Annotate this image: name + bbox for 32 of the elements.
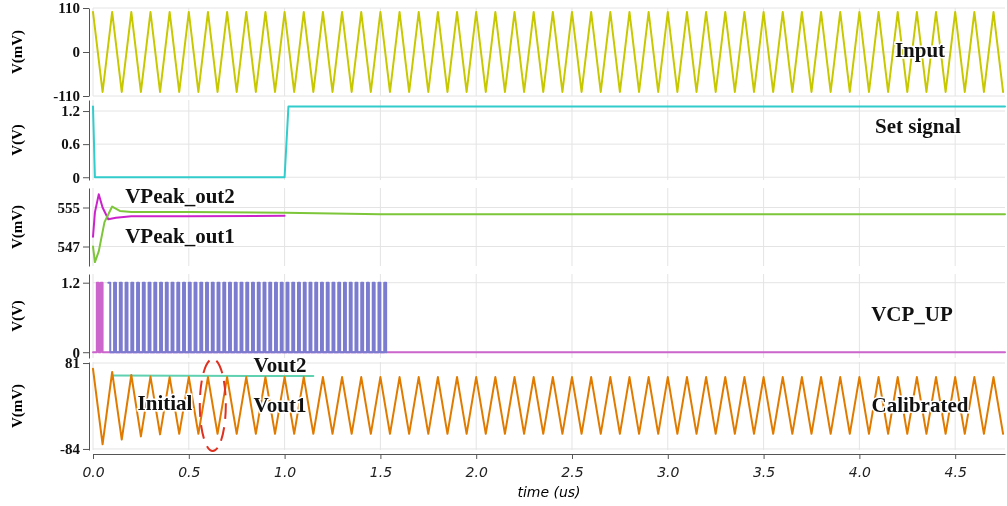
annotation: Set signal (875, 113, 962, 138)
y-axis-title: V(mV) (9, 383, 26, 429)
y-axis-title: V(V) (9, 300, 26, 332)
y-axis-title: V(mV) (9, 29, 26, 75)
y-tick-label: 0.6 (61, 136, 81, 153)
y-axis-title: V(mV) (9, 204, 26, 250)
y-tick-label: 1.2 (61, 274, 80, 291)
y-tick-label: 110 (58, 0, 80, 17)
y-tick-label: 547 (57, 238, 81, 255)
y-axis-title: V(V) (9, 124, 26, 156)
y-tick-label: 0 (72, 44, 80, 61)
annotation: Vout2 (253, 352, 307, 377)
x-tick-label: 0.0 (82, 464, 105, 481)
line-series (92, 205, 1006, 264)
x-tick-label: 4.5 (944, 464, 967, 481)
y-tick-label: 0 (72, 169, 80, 186)
annotation: VPeak_out2 (125, 183, 235, 208)
x-tick-label: 2.0 (465, 464, 488, 481)
x-tick-label: 1.5 (369, 464, 393, 481)
x-tick-label: 0.5 (178, 464, 201, 481)
y-tick-label: 1.2 (61, 103, 80, 120)
x-tick-label: 3.5 (752, 464, 776, 481)
y-tick-label: -110 (53, 88, 80, 105)
x-tick-label: 4.0 (848, 464, 872, 481)
x-axis-title: time (us) (517, 484, 581, 500)
annotation: VPeak_out1 (125, 223, 235, 248)
y-tick-label: -84 (60, 441, 81, 458)
x-tick-label: 2.5 (561, 464, 584, 481)
x-tick-label: 3.0 (657, 464, 680, 481)
annotation: VCP_UP (871, 301, 953, 326)
y-tick-label: 555 (57, 199, 80, 216)
x-tick-label: 1.0 (273, 464, 297, 481)
